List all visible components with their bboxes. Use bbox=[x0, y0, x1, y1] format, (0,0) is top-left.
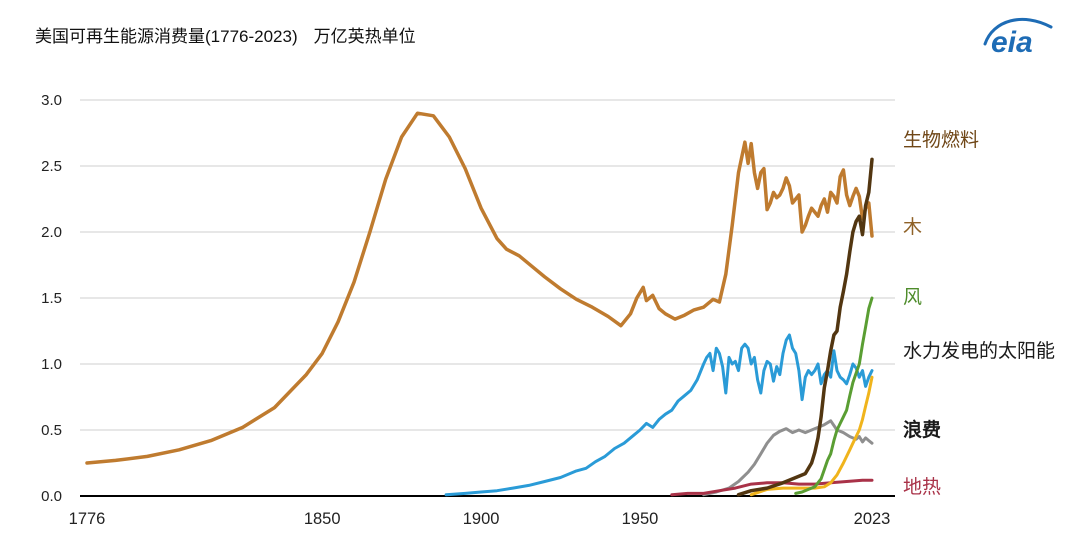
series-line-biofuels bbox=[736, 157, 874, 497]
x-axis-tick-label: 1776 bbox=[69, 510, 106, 528]
y-axis-tick-label: 1.0 bbox=[41, 356, 62, 373]
y-axis-tick-label: 0.5 bbox=[41, 422, 62, 439]
series-line-solar bbox=[749, 375, 874, 497]
eia-logo: eia bbox=[979, 12, 1057, 62]
x-axis-tick-label: 1900 bbox=[463, 510, 500, 528]
legend-label-wind: 风 bbox=[903, 287, 923, 308]
legend-label-waste: 浪费 bbox=[903, 420, 942, 441]
legend-label-wood: 木 bbox=[903, 217, 923, 238]
x-axis-tick-label: 2023 bbox=[854, 510, 891, 528]
y-axis-tick-label: 0.0 bbox=[41, 488, 62, 505]
series-line-wind bbox=[794, 296, 874, 495]
series-line-wood bbox=[85, 111, 874, 465]
x-axis-tick-label: 1850 bbox=[304, 510, 341, 528]
y-axis-tick-label: 3.0 bbox=[41, 92, 62, 109]
eia-logo-text: eia bbox=[991, 26, 1033, 59]
page-title: 美国可再生能源消费量(1776-2023) 万亿英热单位 bbox=[35, 22, 416, 47]
chart-title: 美国可再生能源消费量(1776-2023) bbox=[35, 27, 298, 46]
eia-logo-swoosh bbox=[983, 18, 1053, 46]
series-line-waste bbox=[702, 419, 874, 497]
y-axis-tick-label: 1.5 bbox=[41, 290, 62, 307]
y-axis-tick-label: 2.5 bbox=[41, 158, 62, 175]
y-axis-tick-label: 2.0 bbox=[41, 224, 62, 241]
legend-label-hydro-solar: 水力发电的太阳能 bbox=[903, 341, 1056, 362]
series-line-geothermal bbox=[670, 478, 874, 497]
legend-label-geothermal: 地热 bbox=[903, 477, 942, 498]
units-label: 万亿英热单位 bbox=[313, 27, 416, 46]
x-axis-tick-label: 1950 bbox=[622, 510, 659, 528]
series-line-hydro bbox=[444, 333, 874, 497]
legend-label-biofuels: 生物燃料 bbox=[903, 130, 980, 151]
